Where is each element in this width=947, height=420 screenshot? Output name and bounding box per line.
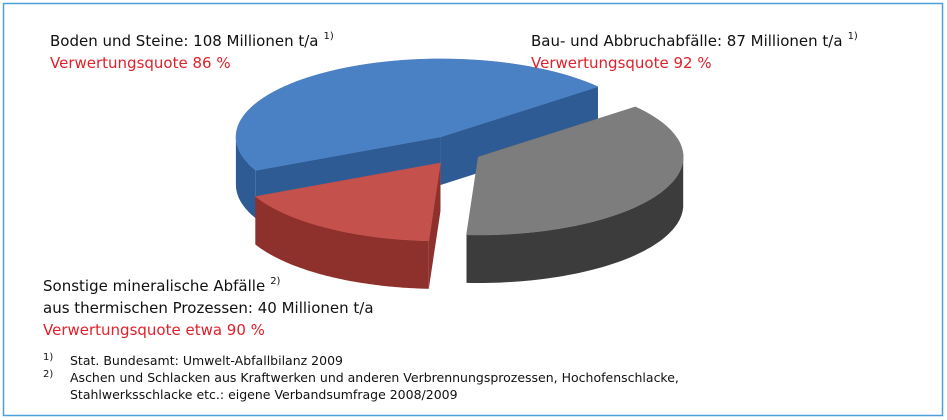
footnote-ref: 1): [848, 31, 858, 42]
label-text: Sonstige mineralische Abfälle: [43, 277, 265, 295]
slice-label: Sonstige mineralische Abfälle 2): [43, 276, 281, 295]
slice-side: [235, 136, 256, 219]
quote: Verwertungsquote 92 %: [531, 54, 712, 72]
footnote-ref: 2): [270, 276, 280, 287]
quote: Verwertungsquote 86 %: [50, 54, 231, 72]
slice-label: Boden und Steine: 108 Millionen t/a 1): [50, 31, 334, 50]
footnote-ref: 1): [43, 352, 53, 363]
slice-label: Bau- und Abbruchabfälle: 87 Millionen t/…: [531, 31, 858, 50]
label-text: Bau- und Abbruchabfälle: 87 Millionen t/…: [531, 32, 843, 50]
slice-label: aus thermischen Prozessen: 40 Millionen …: [43, 299, 374, 317]
slice: [235, 58, 599, 171]
slice: [254, 162, 441, 242]
footnote: Stahlwerksschlacke etc.: eigene Verbands…: [70, 387, 458, 402]
slice-side: [255, 196, 429, 289]
footnote: Stat. Bundesamt: Umwelt-Abfallbilanz 200…: [70, 353, 343, 368]
quote: Verwertungsquote etwa 90 %: [43, 321, 265, 339]
slice-side: [466, 157, 684, 283]
slice: [466, 106, 684, 236]
pie: [235, 58, 684, 289]
slice-cut: [428, 162, 441, 289]
label-text: Boden und Steine: 108 Millionen t/a: [50, 32, 318, 50]
footnote-ref: 2): [43, 369, 53, 380]
footnote: Aschen und Schlacken aus Kraftwerken und…: [70, 370, 679, 385]
footnote-ref: 1): [323, 31, 333, 42]
